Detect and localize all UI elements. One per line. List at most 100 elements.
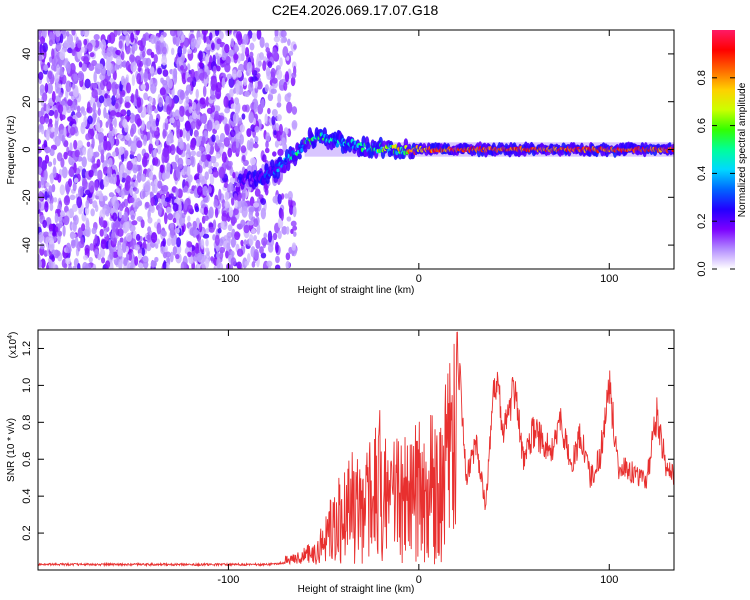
noise-speckle [215, 134, 220, 144]
noise-speckle [205, 53, 209, 65]
snr-y-axis-label: SNR (10 * v/v) [6, 418, 17, 482]
noise-speckle [108, 192, 115, 198]
noise-speckle [103, 230, 108, 237]
noise-speckle [221, 212, 228, 223]
noise-speckle [98, 95, 105, 104]
noise-speckle [85, 199, 90, 209]
noise-speckle [77, 40, 82, 49]
noise-speckle [97, 107, 101, 116]
figure-title: C2E4.2026.069.17.07.G18 [272, 2, 439, 18]
noise-speckle [201, 262, 206, 269]
noise-speckle [194, 247, 199, 254]
noise-speckle [190, 37, 197, 47]
noise-speckle [69, 126, 76, 136]
noise-speckle [43, 64, 49, 72]
noise-speckle [125, 232, 133, 242]
noise-speckle [267, 61, 273, 69]
noise-speckle [233, 97, 240, 105]
noise-speckle [179, 89, 185, 101]
noise-speckle [61, 166, 68, 179]
noise-speckle [263, 232, 268, 239]
noise-speckle [249, 51, 254, 58]
noise-speckle [44, 117, 49, 124]
noise-speckle [209, 32, 213, 41]
noise-speckle [165, 137, 172, 146]
colorbar-tick-label: 0.6 [696, 118, 708, 133]
y-tick-label: 40 [21, 48, 33, 60]
noise-speckle [40, 258, 46, 269]
noise-speckle [271, 77, 278, 84]
noise-speckle [248, 206, 255, 213]
noise-speckle [136, 73, 142, 85]
noise-speckle [125, 35, 130, 47]
noise-speckle [185, 129, 191, 142]
noise-speckle [168, 193, 174, 199]
noise-speckle [85, 189, 91, 196]
noise-speckle [195, 88, 199, 99]
noise-speckle [135, 233, 141, 242]
noise-speckle [204, 258, 210, 269]
noise-speckle [265, 140, 269, 149]
noise-speckle [44, 146, 51, 154]
colorbar-ticks: 0.0 0.2 0.4 0.6 0.8 [696, 70, 735, 277]
noise-speckle [158, 96, 163, 108]
noise-speckle [293, 43, 297, 50]
noise-speckle [228, 76, 235, 88]
noise-speckle [200, 154, 207, 162]
noise-speckle [183, 165, 188, 172]
noise-speckle [140, 83, 146, 91]
noise-speckle [260, 197, 267, 206]
noise-speckle [97, 253, 102, 261]
noise-speckle [71, 48, 76, 57]
noise-speckle [44, 82, 49, 94]
noise-speckle [216, 252, 220, 259]
noise-speckle [217, 228, 222, 234]
snr-series-line [38, 331, 674, 568]
noise-speckle [208, 168, 213, 175]
noise-speckle [283, 81, 288, 92]
noise-speckle [286, 226, 290, 235]
noise-speckle [88, 63, 95, 72]
noise-speckle [43, 169, 48, 182]
noise-speckle [67, 116, 73, 122]
noise-speckle [132, 164, 138, 174]
noise-speckle [96, 63, 104, 70]
noise-speckle [223, 137, 230, 147]
noise-speckle [241, 43, 246, 55]
noise-speckle [145, 242, 152, 252]
noise-speckle [188, 106, 193, 114]
noise-speckle [130, 32, 135, 43]
noise-speckle [198, 50, 203, 62]
noise-speckle [275, 255, 280, 264]
noise-speckle [247, 220, 254, 226]
noise-speckle [97, 169, 103, 181]
noise-speckle [279, 57, 283, 67]
noise-speckle [246, 253, 251, 263]
noise-speckle [134, 256, 139, 266]
noise-speckle [54, 226, 59, 232]
noise-speckle [82, 255, 88, 261]
noise-speckle [290, 220, 297, 227]
noise-speckle [186, 76, 194, 83]
noise-speckle [170, 47, 175, 56]
noise-speckle [52, 157, 57, 166]
noise-speckle [68, 155, 74, 166]
noise-speckle [169, 227, 175, 239]
noise-speckle [232, 171, 236, 179]
noise-speckle [106, 81, 112, 92]
noise-speckle [162, 46, 167, 55]
noise-speckle [215, 87, 222, 100]
x-tick-label: 100 [600, 574, 618, 586]
noise-speckle [136, 153, 142, 163]
noise-speckle [117, 228, 124, 237]
noise-speckle [77, 262, 81, 269]
spectrogram-x-axis-label: Height of straight line (km) [298, 285, 415, 296]
y-tick-label: 0.8 [21, 415, 33, 430]
signal-core-blob [276, 168, 280, 173]
y-tick-label: 20 [21, 96, 33, 108]
noise-speckle [228, 207, 234, 218]
noise-speckle [262, 60, 267, 72]
noise-speckle [179, 140, 184, 151]
noise-speckle [219, 132, 226, 143]
noise-speckle [232, 112, 240, 124]
